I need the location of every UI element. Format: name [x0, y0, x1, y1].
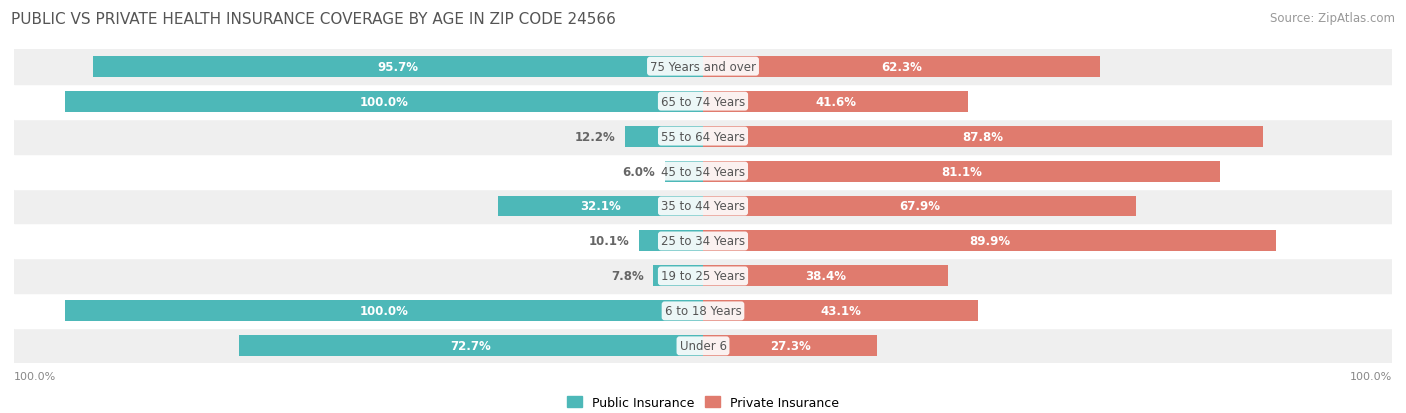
Bar	[703, 231, 1277, 252]
Bar	[239, 335, 703, 356]
Text: 12.2%: 12.2%	[575, 130, 616, 143]
Text: 35 to 44 Years: 35 to 44 Years	[661, 200, 745, 213]
Text: 62.3%: 62.3%	[882, 61, 922, 74]
Text: 89.9%: 89.9%	[969, 235, 1011, 248]
Text: PUBLIC VS PRIVATE HEALTH INSURANCE COVERAGE BY AGE IN ZIP CODE 24566: PUBLIC VS PRIVATE HEALTH INSURANCE COVER…	[11, 12, 616, 27]
Bar	[14, 189, 1392, 224]
Bar	[703, 335, 877, 356]
Text: 67.9%: 67.9%	[898, 200, 941, 213]
Bar	[703, 91, 969, 112]
Bar	[626, 126, 703, 147]
Bar	[14, 84, 1392, 119]
Text: 32.1%: 32.1%	[581, 200, 621, 213]
Text: 25 to 34 Years: 25 to 34 Years	[661, 235, 745, 248]
Bar	[498, 196, 703, 217]
Text: 38.4%: 38.4%	[806, 270, 846, 283]
Bar	[703, 196, 1136, 217]
Bar	[14, 119, 1392, 154]
Bar	[703, 266, 948, 287]
Bar	[93, 57, 703, 78]
Text: 27.3%: 27.3%	[769, 339, 810, 352]
Text: 75 Years and over: 75 Years and over	[650, 61, 756, 74]
Text: 41.6%: 41.6%	[815, 95, 856, 108]
Bar	[654, 266, 703, 287]
Text: 100.0%: 100.0%	[1350, 371, 1392, 382]
Text: 43.1%: 43.1%	[820, 305, 860, 318]
Text: 100.0%: 100.0%	[14, 371, 56, 382]
Text: 45 to 54 Years: 45 to 54 Years	[661, 165, 745, 178]
Text: 6.0%: 6.0%	[623, 165, 655, 178]
Text: 7.8%: 7.8%	[612, 270, 644, 283]
Bar	[14, 294, 1392, 329]
Text: 10.1%: 10.1%	[588, 235, 628, 248]
Bar	[14, 224, 1392, 259]
Text: 19 to 25 Years: 19 to 25 Years	[661, 270, 745, 283]
Text: Under 6: Under 6	[679, 339, 727, 352]
Legend: Public Insurance, Private Insurance: Public Insurance, Private Insurance	[562, 391, 844, 413]
Bar	[14, 329, 1392, 363]
Text: Source: ZipAtlas.com: Source: ZipAtlas.com	[1270, 12, 1395, 25]
Bar	[703, 301, 979, 322]
Bar	[665, 161, 703, 182]
Bar	[65, 301, 703, 322]
Bar	[14, 50, 1392, 84]
Text: 6 to 18 Years: 6 to 18 Years	[665, 305, 741, 318]
Bar	[703, 161, 1220, 182]
Text: 100.0%: 100.0%	[360, 305, 409, 318]
Bar	[703, 126, 1263, 147]
Text: 87.8%: 87.8%	[963, 130, 1004, 143]
Text: 55 to 64 Years: 55 to 64 Years	[661, 130, 745, 143]
Bar	[638, 231, 703, 252]
Bar	[14, 259, 1392, 294]
Bar	[703, 57, 1101, 78]
Text: 65 to 74 Years: 65 to 74 Years	[661, 95, 745, 108]
Text: 95.7%: 95.7%	[377, 61, 418, 74]
Bar	[65, 91, 703, 112]
Text: 81.1%: 81.1%	[941, 165, 983, 178]
Bar	[14, 154, 1392, 189]
Text: 100.0%: 100.0%	[360, 95, 409, 108]
Text: 72.7%: 72.7%	[451, 339, 492, 352]
